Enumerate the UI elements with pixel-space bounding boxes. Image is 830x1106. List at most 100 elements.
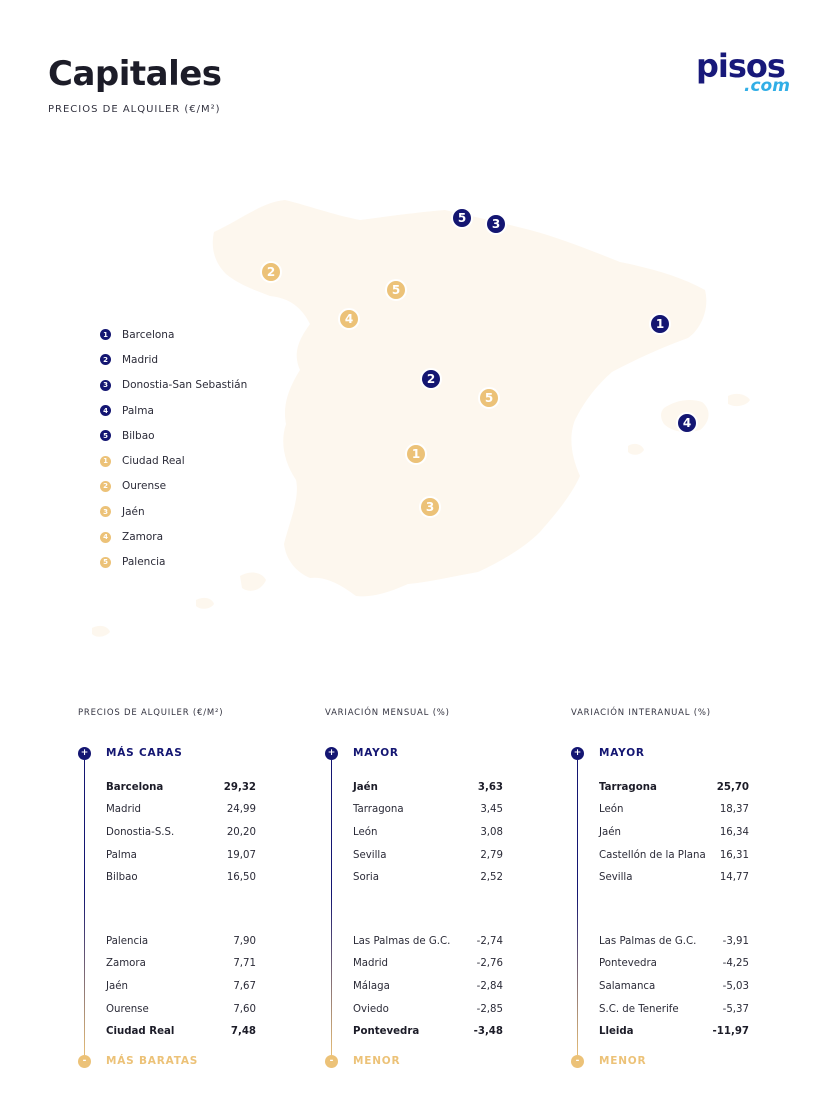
row-value: 18,37 [719, 804, 749, 816]
ranking-top-list: Tarragona 25,70 León 18,37 Jaén 16,34 Caste… [599, 776, 749, 889]
map-marker-donostia[interactable]: 3 [485, 213, 507, 235]
table-row: Palencia 7,90 [106, 930, 256, 953]
map-marker-bilbao[interactable]: 5 [451, 207, 473, 229]
row-value: 7,71 [233, 958, 256, 970]
map-marker-jaen[interactable]: 3 [419, 496, 441, 518]
ranking-top-list: Jaén 3,63 Tarragona 3,45 León 3,08 Sevilla 2… [353, 776, 503, 889]
row-value: -11,97 [712, 1026, 749, 1038]
row-name: Jaén [599, 826, 621, 838]
legend-item-ourense: 2 Ourense [100, 474, 247, 499]
row-name: Tarragona [353, 804, 404, 816]
plus-icon: + [325, 747, 338, 760]
row-name: S.C. de Tenerife [599, 1003, 679, 1015]
minus-icon: - [571, 1055, 584, 1068]
row-value: 2,52 [480, 872, 503, 884]
minus-icon: - [325, 1055, 338, 1068]
ranking-axis [84, 760, 85, 1060]
map-marker-ciudad-real[interactable]: 1 [405, 443, 427, 465]
row-name: Palencia [106, 935, 149, 947]
map-marker-zamora[interactable]: 4 [338, 308, 360, 330]
map-marker-palencia-north[interactable]: 5 [385, 279, 407, 301]
legend-label: Ourense [122, 480, 167, 493]
row-value: 7,90 [233, 935, 256, 947]
row-value: 3,63 [477, 781, 503, 793]
row-name: Oviedo [353, 1003, 389, 1015]
map-marker-madrid[interactable]: 2 [420, 368, 442, 390]
map-marker-palma[interactable]: 4 [676, 412, 698, 434]
column-heading: VARIACIÓN INTERANUAL (%) [571, 708, 711, 718]
table-row: Lleida -11,97 [599, 1020, 749, 1043]
map-marker-ourense[interactable]: 2 [260, 261, 282, 283]
table-row: Ourense 7,60 [106, 998, 256, 1021]
row-name: Castellón de la Plana [599, 849, 706, 861]
table-row: Bilbao 16,50 [106, 866, 256, 889]
legend-label: Jaén [122, 505, 145, 518]
table-row: León 3,08 [353, 821, 503, 844]
legend-item-palencia: 5 Palencia [100, 550, 247, 575]
row-value: 25,70 [716, 781, 749, 793]
table-row: Salamanca -5,03 [599, 975, 749, 998]
legend-item-bilbao: 5 Bilbao [100, 423, 247, 448]
table-row: Castellón de la Plana 16,31 [599, 844, 749, 867]
page-subtitle: PRECIOS DE ALQUILER (€/M²) [48, 104, 221, 115]
legend-item-madrid: 2 Madrid [100, 347, 247, 372]
row-name: Lleida [599, 1026, 634, 1038]
row-name: Palma [106, 849, 137, 861]
row-name: Pontevedra [353, 1026, 420, 1038]
row-value: 3,45 [480, 804, 503, 816]
legend-label: Palencia [122, 556, 166, 569]
row-name: Donostia-S.S. [106, 826, 175, 838]
row-value: 3,08 [480, 826, 503, 838]
row-value: 7,67 [233, 980, 256, 992]
section-label-top: MÁS CARAS [106, 747, 183, 759]
row-name: Zamora [106, 958, 146, 970]
row-name: Jaén [106, 980, 128, 992]
row-value: 29,32 [223, 781, 256, 793]
island-shape [196, 597, 214, 609]
row-name: Ourense [106, 1003, 149, 1015]
section-label-bottom: MÁS BARATAS [106, 1055, 199, 1067]
legend-number: 1 [100, 455, 111, 467]
row-value: -2,85 [476, 1003, 503, 1015]
row-value: -2,84 [476, 980, 503, 992]
row-value: -5,03 [722, 980, 749, 992]
row-name: Madrid [106, 804, 141, 816]
row-value: 16,31 [719, 849, 749, 861]
island-shape [92, 625, 110, 637]
row-name: Málaga [353, 980, 390, 992]
table-row: Barcelona 29,32 [106, 776, 256, 799]
peninsula-shape [212, 200, 707, 597]
table-row: Sevilla 14,77 [599, 866, 749, 889]
map-marker-barcelona[interactable]: 1 [649, 313, 671, 335]
row-value: -2,74 [476, 935, 503, 947]
row-value: -3,91 [722, 935, 749, 947]
ranking-axis [577, 760, 578, 1060]
legend-item-palma: 4 Palma [100, 398, 247, 423]
table-row: S.C. de Tenerife -5,37 [599, 998, 749, 1021]
pisos-logo[interactable]: pisos .com [692, 48, 792, 98]
section-label-bottom: MENOR [353, 1055, 401, 1067]
page-title: Capitales [48, 54, 222, 94]
row-value: 16,50 [226, 872, 256, 884]
row-value: 7,60 [233, 1003, 256, 1015]
plus-icon: + [571, 747, 584, 760]
row-value: 14,77 [719, 872, 749, 884]
row-value: 7,48 [230, 1026, 256, 1038]
table-row: Pontevedra -4,25 [599, 953, 749, 976]
table-row: Donostia-S.S. 20,20 [106, 821, 256, 844]
ranking-axis [331, 760, 332, 1060]
row-value: 19,07 [226, 849, 256, 861]
legend-item-zamora: 4 Zamora [100, 524, 247, 549]
ranking-top-list: Barcelona 29,32 Madrid 24,99 Donostia-S.S.… [106, 776, 256, 889]
section-label-top: MAYOR [353, 747, 399, 759]
legend-number: 4 [100, 531, 111, 543]
legend-number: 4 [100, 405, 111, 417]
row-name: León [353, 826, 378, 838]
table-row: Madrid -2,76 [353, 953, 503, 976]
section-label-top: MAYOR [599, 747, 645, 759]
ibiza-shape [628, 443, 644, 455]
map-marker-palencia[interactable]: 5 [478, 387, 500, 409]
row-name: Bilbao [106, 872, 138, 884]
legend-number: 2 [100, 480, 111, 492]
row-name: Soria [353, 872, 379, 884]
